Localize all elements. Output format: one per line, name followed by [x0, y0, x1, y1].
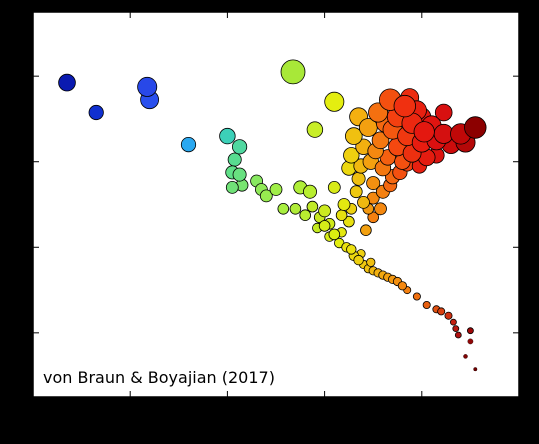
- data-point: [463, 354, 468, 359]
- data-point: [232, 167, 247, 182]
- data-point: [466, 327, 474, 335]
- data-point: [360, 224, 372, 237]
- data-point: [413, 121, 435, 143]
- data-point: [277, 203, 290, 215]
- data-point: [88, 104, 104, 121]
- x-axis-label-prefix: log: [243, 421, 267, 436]
- x-tick-label: 4.2: [120, 403, 141, 418]
- data-point: [280, 59, 306, 85]
- data-point: [397, 281, 407, 291]
- y-tick-label: 4: [20, 70, 28, 85]
- annotation-label: von Braun & Boyajian (2017): [43, 368, 275, 387]
- data-point: [366, 257, 376, 267]
- x-tick-label: 3.6: [411, 403, 432, 418]
- data-point: [289, 203, 302, 215]
- plot-area: [32, 11, 520, 398]
- data-point: [473, 367, 478, 372]
- x-axis-label-subscript: eff: [275, 428, 289, 438]
- data-point: [219, 127, 236, 145]
- points-layer: [58, 59, 487, 372]
- y-tick-label: −2: [9, 327, 28, 342]
- data-point: [464, 116, 487, 139]
- data-point: [343, 215, 355, 228]
- ticks-layer: 4.4 4.2 4.0 3.8 3.6 3.4 4 2 0 −2: [9, 12, 523, 418]
- data-point: [346, 244, 357, 255]
- data-point: [449, 318, 457, 326]
- data-point: [371, 131, 390, 150]
- data-point: [353, 254, 364, 266]
- data-point: [302, 184, 317, 199]
- y-tick-label: 0: [20, 241, 28, 256]
- data-point: [349, 185, 363, 199]
- data-point: [318, 204, 332, 218]
- data-point: [269, 183, 283, 196]
- data-point: [422, 300, 431, 309]
- data-point: [434, 103, 453, 122]
- data-point: [299, 209, 312, 222]
- x-axis-label: log Teff (K): [243, 421, 310, 438]
- data-point: [444, 311, 453, 320]
- x-tick-label: 4.4: [29, 403, 50, 418]
- data-point: [137, 76, 158, 97]
- data-point: [366, 176, 381, 191]
- data-point: [374, 202, 387, 216]
- data-point: [437, 307, 446, 316]
- x-tick-label: 3.4: [502, 403, 523, 418]
- data-point: [232, 139, 248, 155]
- data-point: [467, 338, 474, 345]
- x-tick-label: 3.8: [314, 403, 335, 418]
- x-axis-label-suffix: (K): [287, 421, 310, 436]
- y-tick-label: 2: [20, 156, 28, 171]
- data-point: [318, 220, 331, 232]
- data-point: [454, 331, 462, 339]
- data-point: [328, 228, 341, 241]
- data-point: [327, 180, 341, 194]
- data-point: [452, 325, 460, 333]
- data-point: [324, 91, 345, 112]
- data-point: [393, 94, 417, 118]
- data-point: [306, 200, 319, 213]
- data-point: [344, 127, 363, 145]
- data-point: [180, 137, 197, 153]
- data-point: [412, 292, 421, 301]
- data-point: [337, 198, 351, 211]
- data-point: [227, 152, 242, 167]
- x-axis-label-variable: T: [267, 421, 276, 436]
- data-point: [225, 180, 239, 194]
- data-point: [58, 73, 76, 92]
- data-point: [335, 209, 348, 222]
- data-point: [306, 121, 324, 138]
- data-point: [351, 171, 366, 186]
- data-point: [343, 147, 360, 164]
- x-tick-label: 4.0: [217, 403, 238, 418]
- data-point: [357, 195, 370, 209]
- data-point: [259, 189, 273, 203]
